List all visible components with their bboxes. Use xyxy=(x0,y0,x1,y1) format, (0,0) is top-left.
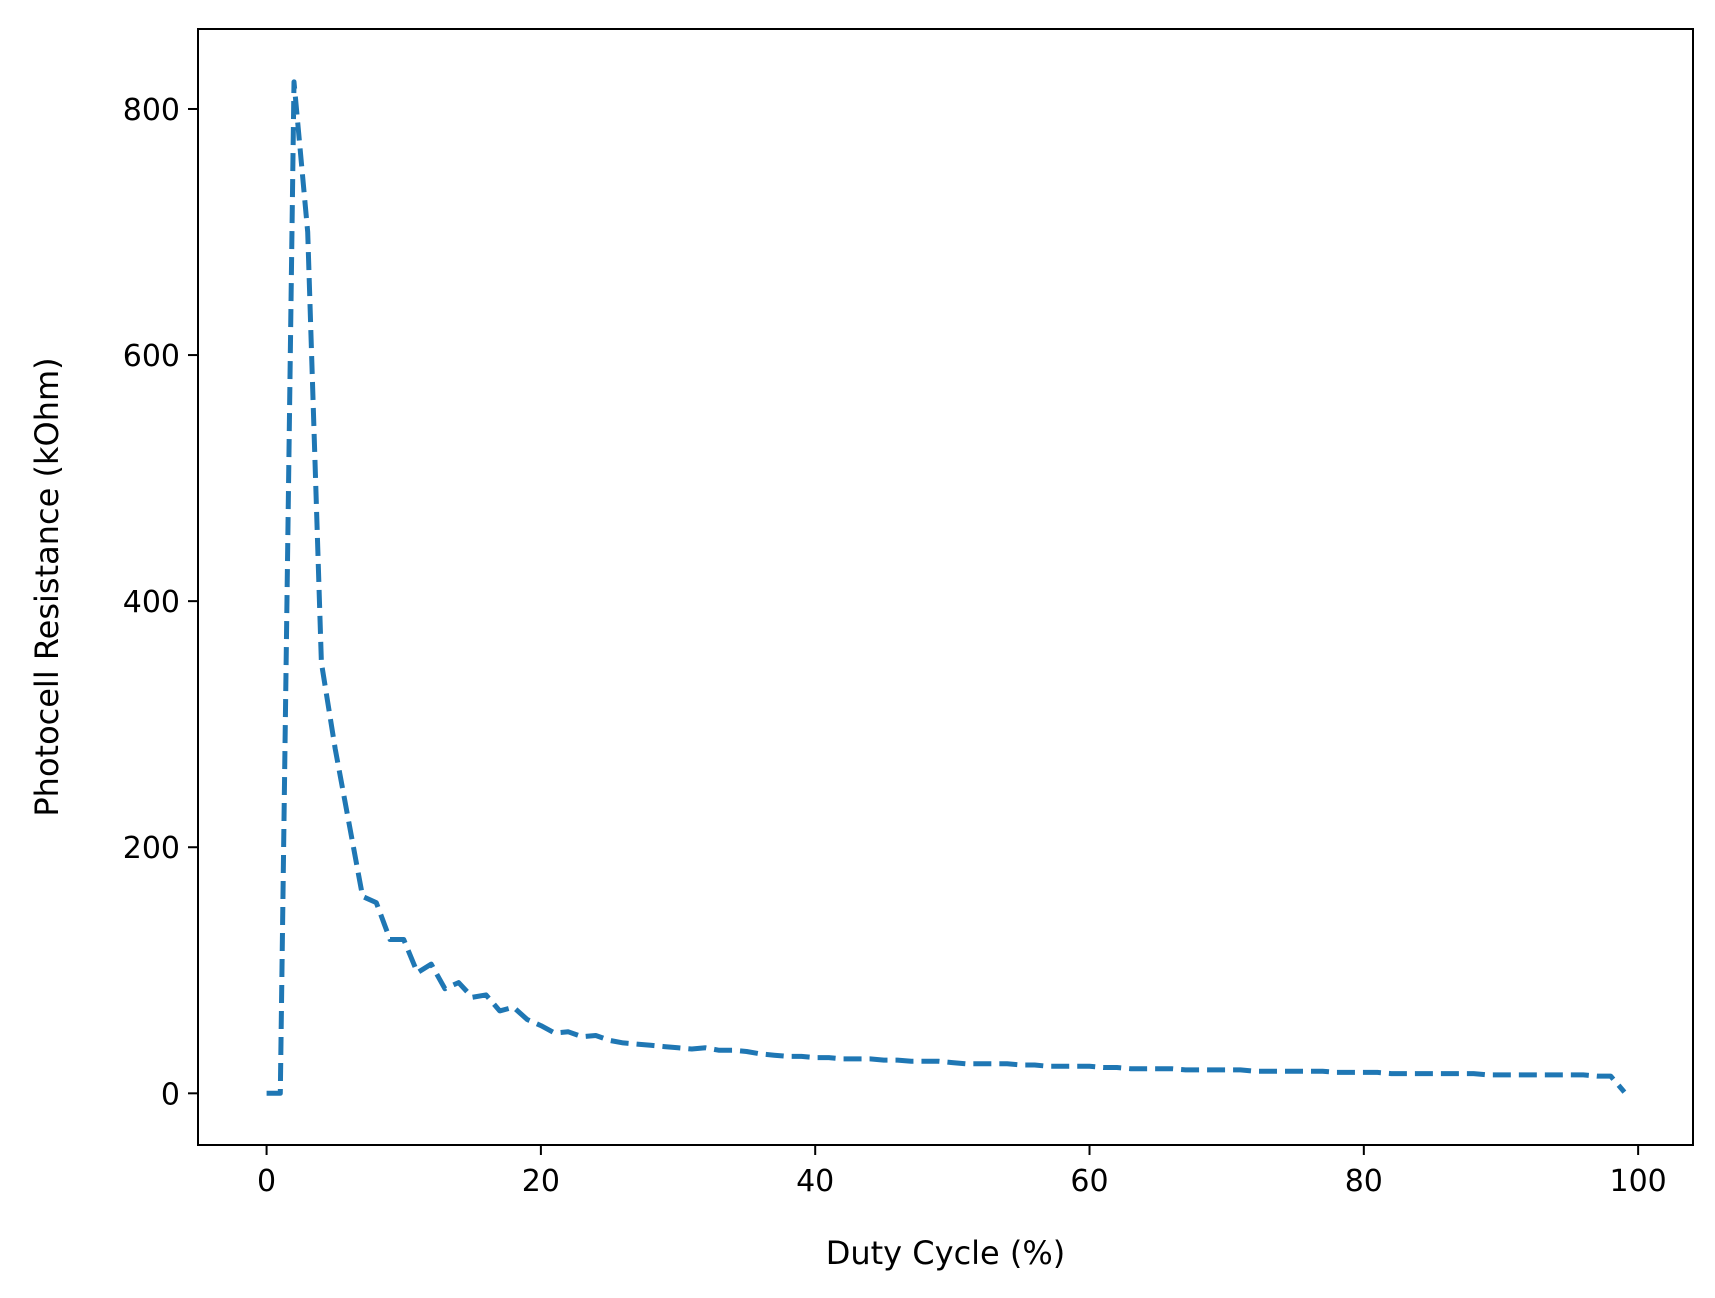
y-tick-label: 0 xyxy=(161,1077,180,1112)
x-tick-label: 40 xyxy=(796,1164,834,1199)
plot-area xyxy=(266,79,1627,1096)
y-tick-label: 200 xyxy=(123,831,180,866)
x-axis-label: Duty Cycle (%) xyxy=(826,1234,1066,1272)
axes-frame xyxy=(197,28,1694,1146)
y-tick-label: 600 xyxy=(123,339,180,374)
x-tick-label: 60 xyxy=(1070,1164,1108,1199)
x-tick-label: 20 xyxy=(522,1164,560,1199)
y-tick-label: 800 xyxy=(123,93,180,128)
x-tick-label: 80 xyxy=(1345,1164,1383,1199)
y-tick-label: 400 xyxy=(123,585,180,620)
series-line xyxy=(266,79,1627,1096)
y-axis-label: Photocell Resistance (kOhm) xyxy=(28,357,66,816)
x-tick-label: 100 xyxy=(1610,1164,1667,1199)
axis-ticks: 0 20 40 60 80 100 0 200 400 600 800 xyxy=(123,93,1667,1199)
x-tick-label: 0 xyxy=(257,1164,276,1199)
